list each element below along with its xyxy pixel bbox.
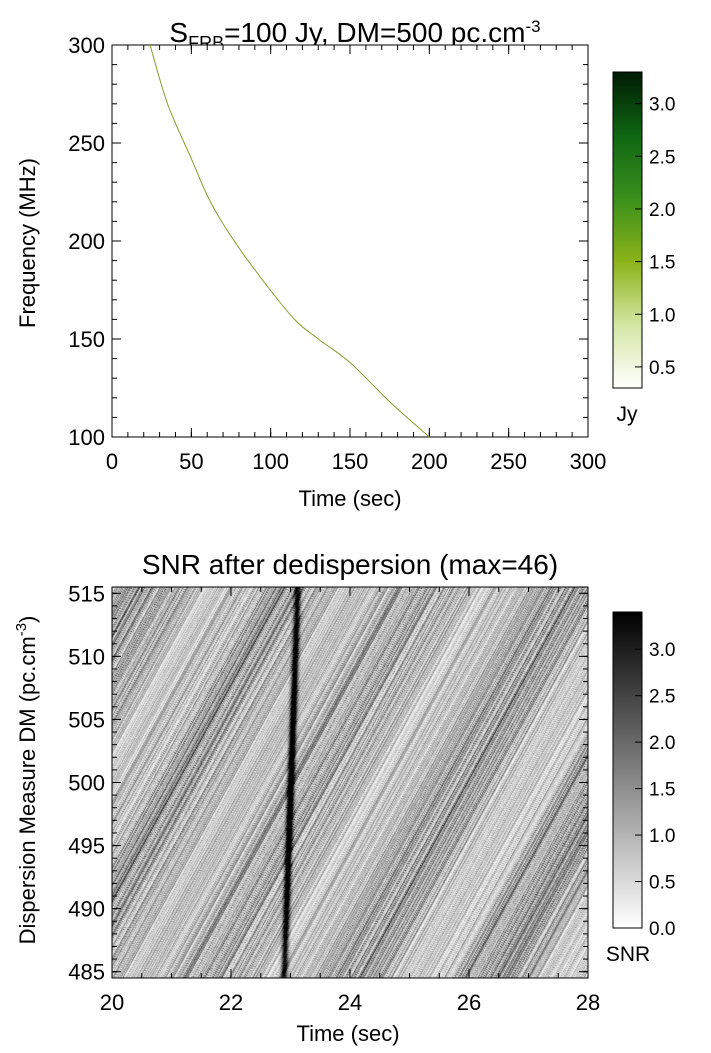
panel2-colorbar-tick-labels: 0.0 0.5 1.0 1.5 2.0 2.5 3.0 (635, 640, 675, 940)
panel2-x-tick-label: 28 (576, 990, 600, 1015)
panel2-y-tick-label: 505 (68, 707, 105, 732)
panel2-colorbar-tick-label: 2.0 (649, 733, 675, 754)
panel2-ticks (111, 587, 589, 978)
panel2-y-tick-labels: 485 490 495 500 505 510 515 (68, 581, 105, 984)
panel2-y-tick-label: 490 (68, 897, 105, 922)
panel1-colorbar-tick-label: 3.0 (649, 95, 675, 116)
panel2-x-tick-labels: 20 22 24 26 28 (100, 990, 600, 1015)
panel2-x-tick-label: 26 (457, 990, 481, 1015)
panel1-y-tick-labels: 100 150 200 250 300 (68, 33, 105, 450)
panel2-y-tick-label: 500 (68, 771, 105, 796)
panel1-x-tick-labels: 0 50 100 150 200 250 300 (106, 449, 606, 474)
panel1-y-axis-label: Frequency (MHz) (15, 158, 40, 328)
panel1-ticks (111, 44, 589, 438)
panel2-x-axis-label: Time (sec) (296, 1021, 399, 1046)
panel2-colorbar (612, 611, 643, 929)
panel2-y-tick-label: 515 (68, 581, 105, 606)
snr-heatmap (112, 587, 588, 978)
panel2-colorbar-tick-label: 3.0 (649, 640, 675, 661)
panel1-x-tick-label: 250 (490, 449, 527, 474)
panel1-colorbar (612, 71, 643, 389)
panel-frequency-time: SFRB=100 Jy, DM=500 pc.cm-3 0 50 100 150 200… (15, 17, 675, 511)
panel2-colorbar-tick-label: 1.5 (649, 780, 675, 801)
panel2-colorbar-tick-label: 2.5 (649, 687, 675, 708)
panel1-y-tick-label: 300 (68, 33, 105, 58)
panel2-colorbar-tick-label: 0.5 (649, 873, 675, 894)
panel2-x-tick-label: 24 (338, 990, 362, 1015)
panel2-colorbar-label: SNR (606, 943, 650, 966)
frb-dispersion-curve (149, 44, 430, 438)
panel1-x-tick-label: 150 (332, 449, 369, 474)
panel1-colorbar-tick-label: 0.5 (649, 358, 675, 379)
panel1-x-tick-label: 0 (106, 449, 118, 474)
panel2-y-tick-label: 495 (68, 834, 105, 859)
panel2-y-axis-label: Dispersion Measure DM (pc.cm-3) (13, 616, 40, 945)
panel-dm-time: SNR after dedispersion (max=46) 20 22 24 26… (13, 549, 675, 1046)
panel2-colorbar-tick-label: 1.0 (649, 826, 675, 847)
panel1-y-tick-label: 200 (68, 229, 105, 254)
panel1-colorbar-label: Jy (617, 403, 639, 426)
panel1-colorbar-tick-label: 1.0 (649, 305, 675, 326)
snr-heatmap-image (112, 587, 588, 978)
panel1-colorbar-tick-labels: 0.5 1.0 1.5 2.0 2.5 3.0 (635, 95, 675, 379)
panel1-title: SFRB=100 Jy, DM=500 pc.cm-3 (169, 17, 540, 53)
panel2-x-tick-label: 20 (100, 990, 124, 1015)
panel2-y-tick-label: 485 (68, 960, 105, 985)
panel2-colorbar-tick-label: 0.0 (649, 919, 675, 940)
panel1-x-tick-label: 200 (411, 449, 448, 474)
panel1-x-tick-label: 300 (570, 449, 607, 474)
panel1-colorbar-tick-label: 1.5 (649, 253, 675, 274)
panel1-y-tick-label: 250 (68, 131, 105, 156)
panel2-title: SNR after dedispersion (max=46) (142, 549, 558, 580)
panel1-plot-area (111, 44, 589, 438)
panel1-colorbar-tick-label: 2.0 (649, 200, 675, 221)
panel1-y-tick-label: 100 (68, 425, 105, 450)
panel1-colorbar-tick-label: 2.5 (649, 147, 675, 168)
panel1-x-tick-label: 100 (252, 449, 289, 474)
panel1-x-axis-label: Time (sec) (298, 486, 401, 511)
panel2-x-tick-label: 22 (219, 990, 243, 1015)
panel1-y-tick-label: 150 (68, 327, 105, 352)
panel1-x-tick-label: 50 (179, 449, 203, 474)
panel2-y-tick-label: 510 (68, 644, 105, 669)
